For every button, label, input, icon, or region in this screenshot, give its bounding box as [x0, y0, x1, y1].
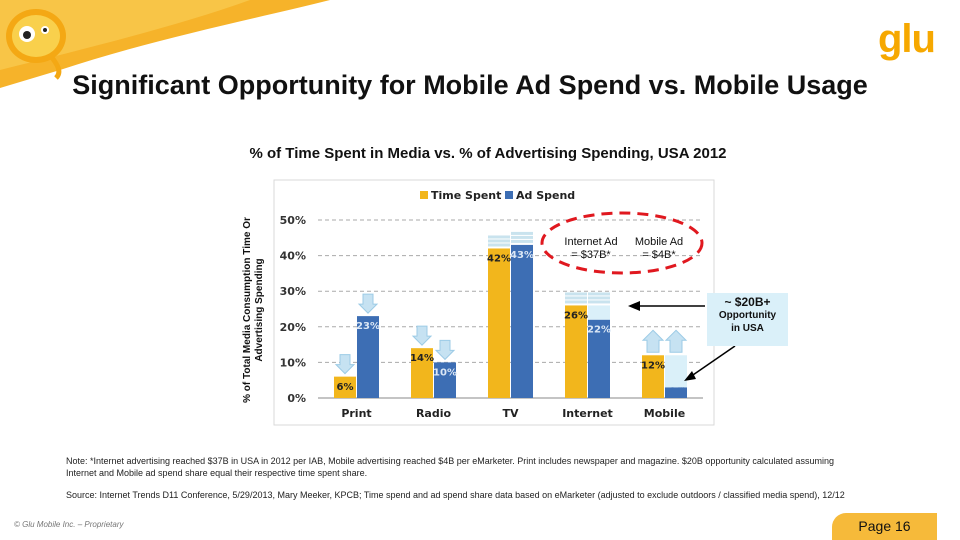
mobile-ad-annotation-line1: Mobile Ad — [635, 236, 683, 248]
up-arrow-icon — [641, 329, 665, 353]
mobile-ad-arrow — [664, 329, 688, 353]
tv-ad-cut — [511, 231, 533, 243]
radio-time-arrow — [411, 325, 433, 346]
x-category-label: TV — [502, 407, 519, 420]
cut-mark-icon — [565, 292, 587, 296]
up-arrow-icon — [664, 329, 688, 353]
mobile-gap-fill — [665, 355, 687, 388]
bar-time-spent — [411, 348, 433, 398]
bar-data-label: 6% — [337, 382, 354, 393]
bar-data-label: 42% — [487, 253, 511, 264]
bar-time-spent — [334, 376, 356, 398]
cut-mark-icon — [511, 231, 533, 235]
radio-ad-arrow — [434, 339, 456, 361]
glu-mascot-icon — [6, 9, 66, 80]
y-tick-label: 50% — [280, 214, 306, 227]
callout-line3: in USA — [731, 323, 764, 334]
cut-mark-icon — [511, 235, 533, 239]
y-tick-label: 30% — [280, 285, 306, 298]
page-title: Significant Opportunity for Mobile Ad Sp… — [72, 70, 868, 100]
down-arrow-icon — [434, 339, 456, 361]
callout-amount: ~ $20B+ — [724, 295, 771, 309]
bar-ad-spend — [588, 319, 610, 398]
x-category-label: Mobile — [644, 407, 685, 420]
bar-time-spent — [565, 305, 587, 398]
internet-ad-annotation-line1: Internet Ad — [564, 236, 617, 248]
print-ad-arrow — [357, 293, 379, 314]
x-category-label: Radio — [416, 407, 452, 420]
print-time-arrow — [334, 354, 356, 375]
glu-logo: glu — [878, 17, 936, 61]
cut-mark-icon — [588, 296, 610, 300]
legend-label: Ad Spend — [516, 189, 575, 202]
y-tick-label: 10% — [280, 356, 306, 369]
x-category-label: Internet — [562, 407, 613, 420]
x-category-label: Print — [341, 407, 371, 420]
highlight-ellipse — [540, 211, 704, 275]
bar-ad-spend — [357, 316, 379, 398]
bar-data-label: 23% — [356, 321, 380, 332]
bar-ad-spend — [434, 362, 456, 398]
bar-data-label: 14% — [410, 353, 434, 364]
header-swoosh — [0, 0, 330, 88]
footnote: Note: *Internet advertising reached $37B… — [66, 456, 834, 478]
copyright-footer: © Glu Mobile Inc. – Proprietary — [14, 520, 124, 529]
internet-ad-annotation-line2: = $37B* — [571, 249, 611, 261]
cut-mark-icon — [565, 300, 587, 304]
bar-ad-spend — [665, 387, 687, 398]
down-arrow-icon — [357, 293, 379, 314]
internet-ad-cut — [588, 292, 610, 304]
chart-title: % of Time Spent in Media vs. % of Advert… — [249, 145, 727, 162]
y-tick-label: 20% — [280, 321, 306, 334]
bar-data-label: 22% — [587, 325, 611, 336]
mobile-ad-annotation-line2: = $4B* — [642, 249, 676, 261]
down-arrow-icon — [411, 325, 433, 346]
source-note: Source: Internet Trends D11 Conference, … — [66, 490, 845, 500]
bar-data-label: 10% — [433, 367, 457, 378]
bar-time-spent — [642, 355, 664, 398]
legend-label: Time Spent — [431, 189, 501, 202]
mobile-time-arrow — [641, 329, 665, 353]
bar-data-label: 43% — [510, 250, 534, 261]
callout-arrow-mobile — [689, 345, 736, 378]
down-arrow-icon — [334, 354, 356, 375]
opportunity-callout: ~ $20B+ Opportunity in USA — [707, 293, 788, 346]
svg-text:glu: glu — [878, 17, 935, 61]
y-tick-label: 0% — [287, 392, 306, 405]
legend-swatch — [420, 191, 428, 199]
cut-mark-icon — [565, 296, 587, 300]
callout-line2: Opportunity — [718, 310, 777, 321]
cut-mark-icon — [511, 239, 533, 243]
internet-time-cut — [565, 292, 587, 304]
y-tick-label: 40% — [280, 250, 306, 263]
tv-time-cut — [488, 235, 510, 247]
bar-data-label: 26% — [564, 310, 588, 321]
cut-mark-icon — [588, 300, 610, 304]
legend-swatch — [505, 191, 513, 199]
bar-time-spent — [488, 248, 510, 398]
bar-data-label: 12% — [641, 360, 665, 371]
cut-mark-icon — [488, 239, 510, 243]
bar-data-label: 3% — [668, 382, 685, 393]
cut-mark-icon — [588, 292, 610, 296]
cut-mark-icon — [488, 235, 510, 239]
page-number: Page 16 — [832, 513, 937, 540]
internet-gap-fill — [588, 305, 610, 320]
cut-mark-icon — [488, 243, 510, 247]
bar-ad-spend — [511, 244, 533, 398]
